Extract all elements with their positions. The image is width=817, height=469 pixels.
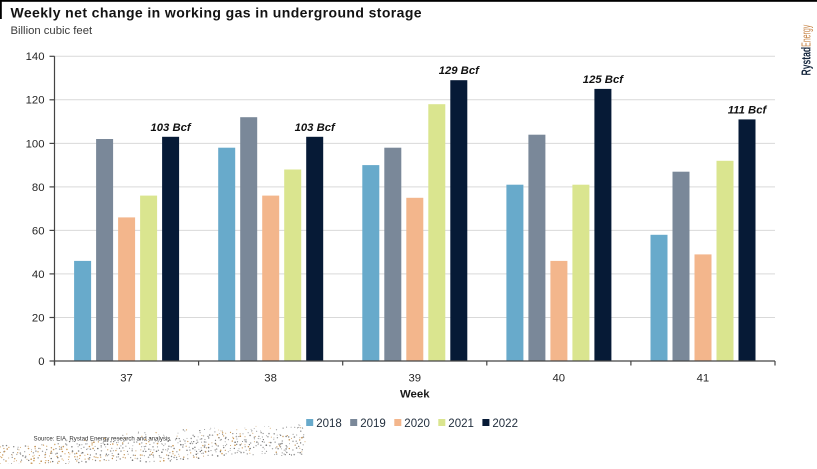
- svg-text:40: 40: [553, 373, 566, 385]
- svg-text:0: 0: [38, 356, 44, 368]
- svg-text:100: 100: [26, 138, 45, 150]
- svg-text:40: 40: [32, 269, 45, 281]
- svg-text:Week: Week: [400, 389, 430, 401]
- svg-text:41: 41: [697, 373, 710, 385]
- svg-text:2021: 2021: [448, 418, 474, 430]
- svg-text:2018: 2018: [316, 418, 342, 430]
- svg-text:20: 20: [32, 312, 45, 324]
- svg-text:39: 39: [409, 373, 422, 385]
- svg-text:103 Bcf: 103 Bcf: [295, 122, 336, 134]
- svg-text:Rystad: Rystad: [800, 47, 814, 76]
- svg-text:129 Bcf: 129 Bcf: [439, 65, 480, 77]
- svg-text:38: 38: [264, 373, 277, 385]
- svg-text:Weekly net change in working g: Weekly net change in working gas in unde…: [11, 4, 422, 20]
- svg-text:2020: 2020: [404, 418, 430, 430]
- svg-text:80: 80: [32, 182, 45, 194]
- svg-text:140: 140: [26, 51, 45, 63]
- svg-text:2022: 2022: [492, 418, 518, 430]
- svg-text:111 Bcf: 111 Bcf: [728, 104, 768, 116]
- svg-text:120: 120: [26, 95, 45, 107]
- svg-text:Energy: Energy: [800, 24, 814, 47]
- svg-text:103 Bcf: 103 Bcf: [150, 122, 191, 134]
- svg-text:Source: EIA, Rystad Energy res: Source: EIA, Rystad Energy research and …: [34, 436, 171, 443]
- svg-text:60: 60: [32, 225, 45, 237]
- svg-text:2019: 2019: [360, 418, 386, 430]
- svg-text:37: 37: [120, 373, 133, 385]
- svg-text:Billion cubic feet: Billion cubic feet: [11, 25, 93, 37]
- svg-text:125 Bcf: 125 Bcf: [583, 74, 624, 86]
